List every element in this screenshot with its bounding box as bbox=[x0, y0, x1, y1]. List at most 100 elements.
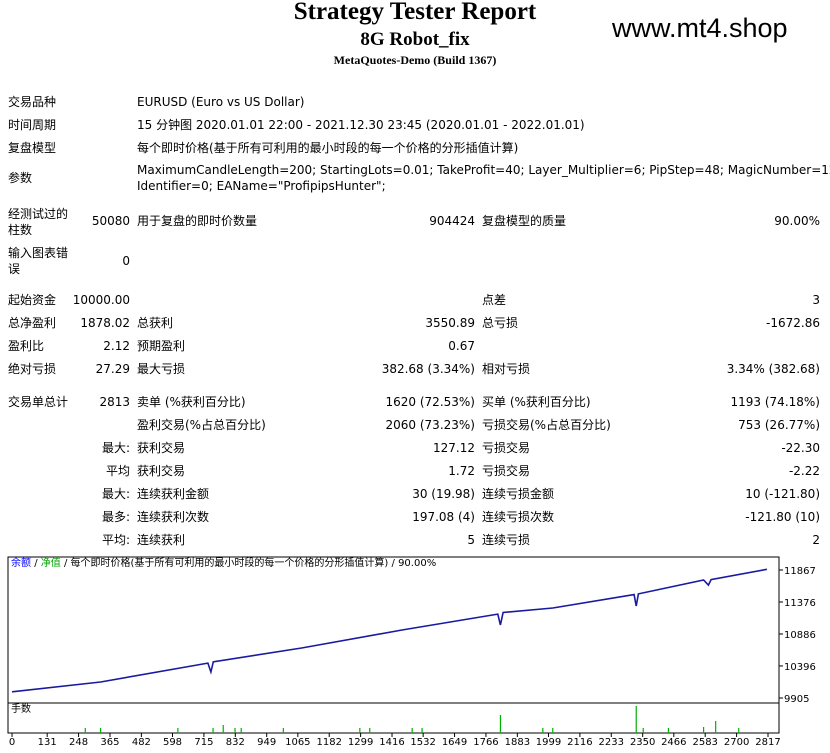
stat-label: 预期盈利 bbox=[137, 339, 186, 353]
stat-value: 382.68 (3.34%) bbox=[381, 362, 475, 376]
stat-value: 平均 bbox=[105, 464, 130, 478]
watermark: www.mt4.shop bbox=[612, 13, 788, 43]
x-tick-label: 1532 bbox=[410, 737, 435, 748]
legend-item: 净值 bbox=[41, 556, 61, 569]
stat-value: 平均: bbox=[101, 533, 130, 547]
stat-value: 最多: bbox=[101, 510, 130, 524]
stat-label: 连续亏损次数 bbox=[482, 510, 555, 524]
y-tick-label: 10396 bbox=[784, 662, 816, 673]
stat-value: 1878.02 bbox=[80, 316, 130, 330]
info-value: MaximumCandleLength=200; StartingLots=0.… bbox=[137, 163, 830, 177]
info-value: EURUSD (Euro vs US Dollar) bbox=[137, 95, 305, 109]
stat-label: 总亏损 bbox=[482, 316, 519, 330]
x-tick-label: 1883 bbox=[505, 737, 530, 748]
balance-line bbox=[11, 568, 768, 693]
stat-label: 经测试过的柱数 bbox=[8, 207, 69, 237]
x-tick-label: 365 bbox=[100, 737, 119, 748]
stat-value: 904424 bbox=[429, 214, 475, 228]
x-tick-label: 2466 bbox=[661, 737, 686, 748]
info-label: 交易品种 bbox=[8, 95, 57, 109]
y-tick-label: 9905 bbox=[784, 694, 809, 705]
x-tick-label: 2350 bbox=[630, 737, 655, 748]
stat-value: 2060 (73.23%) bbox=[385, 418, 475, 432]
stat-label: 绝对亏损 bbox=[8, 362, 57, 376]
x-tick-label: 2700 bbox=[724, 737, 749, 748]
stat-value: -121.80 (10) bbox=[745, 510, 820, 524]
info-value: 每个即时价格(基于所有可利用的最小时段的每一个价格的分形插值计算) bbox=[137, 141, 519, 155]
x-tick-label: 1999 bbox=[536, 737, 561, 748]
x-tick-label: 0 bbox=[9, 737, 15, 748]
legend-text: 每个即时价格(基于所有可利用的最小时段的每一个价格的分形插值计算) bbox=[71, 556, 389, 569]
x-tick-label: 482 bbox=[132, 737, 151, 748]
stat-value: 197.08 (4) bbox=[412, 510, 475, 524]
stat-value: 2813 bbox=[99, 395, 130, 409]
legend-separator: / bbox=[392, 558, 396, 569]
info-label: 参数 bbox=[8, 171, 33, 185]
stat-value: 1193 (74.18%) bbox=[730, 395, 820, 409]
x-tick-label: 1299 bbox=[348, 737, 373, 748]
x-tick-label: 949 bbox=[257, 737, 276, 748]
stat-value: 50080 bbox=[91, 214, 130, 228]
stat-value: 30 (19.98) bbox=[412, 487, 475, 501]
stat-value: 0 bbox=[122, 254, 130, 268]
x-tick-label: 832 bbox=[226, 737, 245, 748]
x-tick-label: 598 bbox=[163, 737, 182, 748]
stat-label: 连续亏损金额 bbox=[482, 487, 555, 501]
stat-value: -22.30 bbox=[781, 441, 820, 455]
stat-value: 0.67 bbox=[448, 339, 475, 353]
stat-value: 3550.89 bbox=[425, 316, 475, 330]
stat-value: 27.29 bbox=[95, 362, 130, 376]
stat-label: 总净盈利 bbox=[8, 316, 57, 330]
x-tick-label: 1766 bbox=[473, 737, 498, 748]
x-tick-label: 1065 bbox=[285, 737, 310, 748]
stat-label: 相对亏损 bbox=[482, 362, 531, 376]
x-tick-label: 2583 bbox=[692, 737, 717, 748]
plot-frame bbox=[7, 556, 780, 734]
report-build: MetaQuotes-Demo (Build 1367) bbox=[333, 53, 497, 67]
legend-quality: 90.00% bbox=[398, 558, 436, 569]
stat-label: 买单 (%获利百分比) bbox=[482, 395, 591, 409]
legend: 余额 / 净值 / 每个即时价格(基于所有可利用的最小时段的每一个价格的分形插值… bbox=[11, 556, 436, 569]
stat-label: 起始资金 bbox=[8, 293, 57, 307]
stat-value: 10000.00 bbox=[72, 293, 130, 307]
stat-value: 最大: bbox=[101, 487, 130, 501]
info-value: Identifier=0; EAName="ProfipipsHunter"; bbox=[137, 179, 386, 193]
volume-label: 手数 bbox=[11, 702, 31, 715]
stat-value: 127.12 bbox=[433, 441, 475, 455]
info-label: 时间周期 bbox=[8, 118, 57, 132]
stat-label: 获利交易 bbox=[137, 441, 186, 455]
stat-label: 连续亏损 bbox=[482, 533, 531, 547]
report-title: Strategy Tester Report bbox=[293, 0, 537, 25]
stat-value: 1.72 bbox=[448, 464, 475, 478]
stat-label: 亏损交易 bbox=[482, 441, 531, 455]
y-tick-label: 10886 bbox=[784, 630, 816, 641]
stat-label: 盈利交易(%占总百分比) bbox=[137, 418, 266, 432]
stat-value: 2 bbox=[812, 533, 820, 547]
stat-value: 1620 (72.53%) bbox=[385, 395, 475, 409]
x-tick-label: 2116 bbox=[567, 737, 592, 748]
stat-label: 亏损交易 bbox=[482, 464, 531, 478]
legend-item: 余额 bbox=[11, 556, 31, 569]
x-tick-label: 2817 bbox=[755, 737, 780, 748]
info-value: 15 分钟图 2020.01.01 22:00 - 2021.12.30 23:… bbox=[137, 118, 585, 132]
stat-label: 用于复盘的即时价数量 bbox=[137, 214, 258, 228]
x-tick-label: 131 bbox=[38, 737, 57, 748]
legend-separator: / bbox=[34, 558, 38, 569]
x-tick-label: 1182 bbox=[317, 737, 342, 748]
stat-value: 753 (26.77%) bbox=[738, 418, 820, 432]
stat-label: 交易单总计 bbox=[8, 395, 69, 409]
stat-label: 复盘模型的质量 bbox=[482, 214, 567, 228]
report-subtitle: 8G Robot_fix bbox=[360, 29, 470, 50]
stat-label: 点差 bbox=[482, 293, 507, 307]
stat-label: 连续获利 bbox=[137, 533, 186, 547]
stat-label: 连续获利金额 bbox=[137, 487, 210, 501]
y-tick-label: 11376 bbox=[784, 598, 816, 609]
stat-label: 获利交易 bbox=[137, 464, 186, 478]
x-tick-label: 248 bbox=[69, 737, 88, 748]
x-tick-label: 1416 bbox=[379, 737, 404, 748]
stat-value: -1672.86 bbox=[766, 316, 820, 330]
stat-label: 卖单 (%获利百分比) bbox=[137, 395, 246, 409]
stat-label: 最大亏损 bbox=[137, 362, 186, 376]
stat-label: 连续获利次数 bbox=[137, 510, 210, 524]
